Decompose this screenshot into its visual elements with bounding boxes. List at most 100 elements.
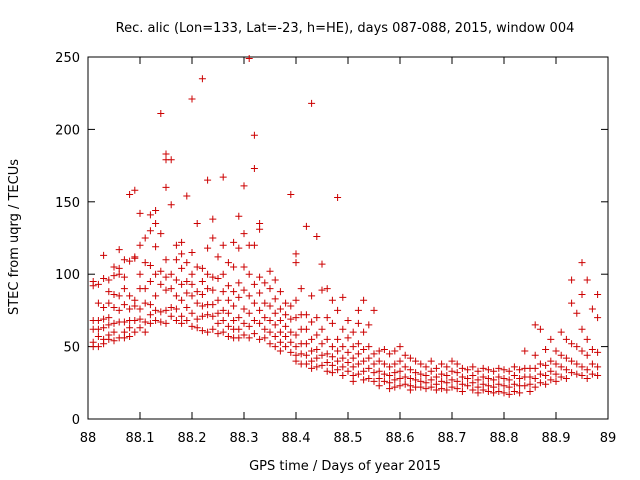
data-point <box>209 312 217 320</box>
data-point <box>167 201 175 209</box>
y-tick-label: 50 <box>63 341 80 356</box>
data-point <box>412 369 420 377</box>
data-point <box>120 318 128 326</box>
data-point <box>235 212 243 220</box>
data-point <box>224 322 232 330</box>
data-point <box>406 374 414 382</box>
data-point <box>282 299 290 307</box>
data-point <box>172 317 180 325</box>
data-point <box>141 259 149 267</box>
data-point <box>162 183 170 191</box>
data-point <box>412 376 420 384</box>
data-point <box>120 334 128 342</box>
data-point <box>157 230 165 238</box>
y-tick-label: 0 <box>72 413 80 428</box>
data-point <box>172 276 180 284</box>
data-point <box>427 357 435 365</box>
data-point <box>313 363 321 371</box>
data-point <box>250 317 258 325</box>
data-point <box>115 270 123 278</box>
data-point <box>490 367 498 375</box>
data-point <box>391 369 399 377</box>
data-point <box>214 309 222 317</box>
data-point <box>349 343 357 351</box>
data-point <box>198 277 206 285</box>
data-point <box>323 367 331 375</box>
data-point <box>172 305 180 313</box>
data-point <box>495 380 503 388</box>
data-point <box>287 315 295 323</box>
data-point <box>562 374 570 382</box>
data-point <box>188 95 196 103</box>
data-point <box>406 386 414 394</box>
data-point <box>157 109 165 117</box>
data-point <box>432 386 440 394</box>
x-tick-label: 88.5 <box>334 431 363 446</box>
data-point <box>266 340 274 348</box>
data-point <box>458 373 466 381</box>
data-point <box>562 354 570 362</box>
data-point <box>396 367 404 375</box>
data-point <box>557 351 565 359</box>
data-point <box>250 241 258 249</box>
data-point <box>557 328 565 336</box>
data-point <box>386 385 394 393</box>
data-point <box>448 376 456 384</box>
data-point <box>510 363 518 371</box>
data-point <box>178 280 186 288</box>
data-point <box>110 263 118 271</box>
data-point <box>152 317 160 325</box>
data-point <box>126 292 134 300</box>
data-point <box>443 372 451 380</box>
data-point <box>562 366 570 374</box>
data-point <box>152 220 160 228</box>
data-point <box>131 317 139 325</box>
data-point <box>152 306 160 314</box>
data-point <box>178 312 186 320</box>
data-point <box>469 363 477 371</box>
data-point <box>115 292 123 300</box>
data-point <box>386 350 394 358</box>
data-point <box>505 367 513 375</box>
y-tick-label: 100 <box>55 268 80 283</box>
data-point <box>344 348 352 356</box>
data-point <box>224 332 232 340</box>
data-point <box>276 305 284 313</box>
data-point <box>380 377 388 385</box>
data-point <box>557 363 565 371</box>
data-point <box>318 351 326 359</box>
data-point <box>510 387 518 395</box>
data-point <box>344 317 352 325</box>
x-tick-label: 88 <box>80 431 97 446</box>
data-point <box>94 317 102 325</box>
data-point <box>562 335 570 343</box>
data-point <box>588 370 596 378</box>
data-point <box>328 343 336 351</box>
data-point <box>152 206 160 214</box>
data-point <box>198 312 206 320</box>
data-point <box>469 379 477 387</box>
data-point <box>214 296 222 304</box>
data-point <box>557 373 565 381</box>
data-point <box>126 305 134 313</box>
data-point <box>250 164 258 172</box>
data-point <box>126 332 134 340</box>
data-point <box>422 363 430 371</box>
data-point <box>505 390 513 398</box>
data-point <box>224 296 232 304</box>
data-point <box>219 328 227 336</box>
data-point <box>183 317 191 325</box>
data-point <box>438 360 446 368</box>
data-point <box>94 280 102 288</box>
data-point <box>547 376 555 384</box>
data-point <box>448 383 456 391</box>
data-point <box>302 222 310 230</box>
data-point <box>339 293 347 301</box>
data-point <box>469 372 477 380</box>
data-point <box>573 360 581 368</box>
x-tick-label: 88.8 <box>490 431 519 446</box>
data-point <box>292 314 300 322</box>
data-point <box>240 331 248 339</box>
data-point <box>214 253 222 261</box>
data-point <box>370 360 378 368</box>
